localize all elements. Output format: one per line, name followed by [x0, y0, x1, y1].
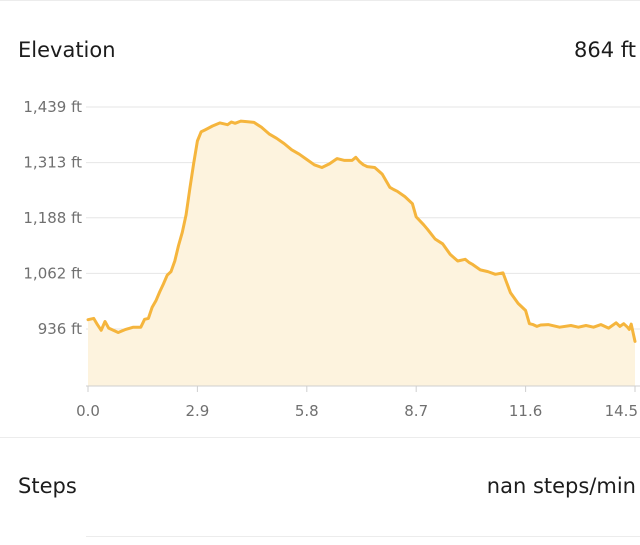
top-divider	[0, 0, 640, 1]
y-tick-label: 1,062 ft	[23, 264, 82, 282]
elevation-value: 864 ft	[573, 38, 636, 62]
elevation-title: Elevation	[18, 38, 116, 62]
bottom-divider	[86, 536, 640, 537]
elevation-chart: 936 ft 1,062 ft 1,188 ft 1,313 ft 1,439 ft 0.…	[23, 98, 640, 420]
y-tick-label: 1,313 ft	[23, 154, 82, 172]
elevation-header: Elevation 864 ft	[18, 38, 636, 62]
steps-value: nan steps/min	[486, 474, 636, 498]
elevation-area	[88, 121, 635, 386]
section-divider	[0, 437, 640, 438]
y-tick-label: 1,439 ft	[23, 98, 82, 116]
x-tick-label: 11.6	[509, 402, 542, 420]
y-tick-label: 936 ft	[38, 320, 82, 338]
x-tick-label: 14.5	[605, 402, 638, 420]
elevation-line	[86, 119, 637, 343]
x-tick-label: 5.8	[295, 402, 319, 420]
x-tick-label: 8.7	[404, 402, 428, 420]
steps-header: Steps nan steps/min	[18, 474, 636, 498]
y-tick-label: 1,188 ft	[23, 209, 82, 227]
x-tick-label: 2.9	[185, 402, 209, 420]
x-tick-label: 0.0	[76, 402, 100, 420]
steps-title: Steps	[18, 474, 77, 498]
